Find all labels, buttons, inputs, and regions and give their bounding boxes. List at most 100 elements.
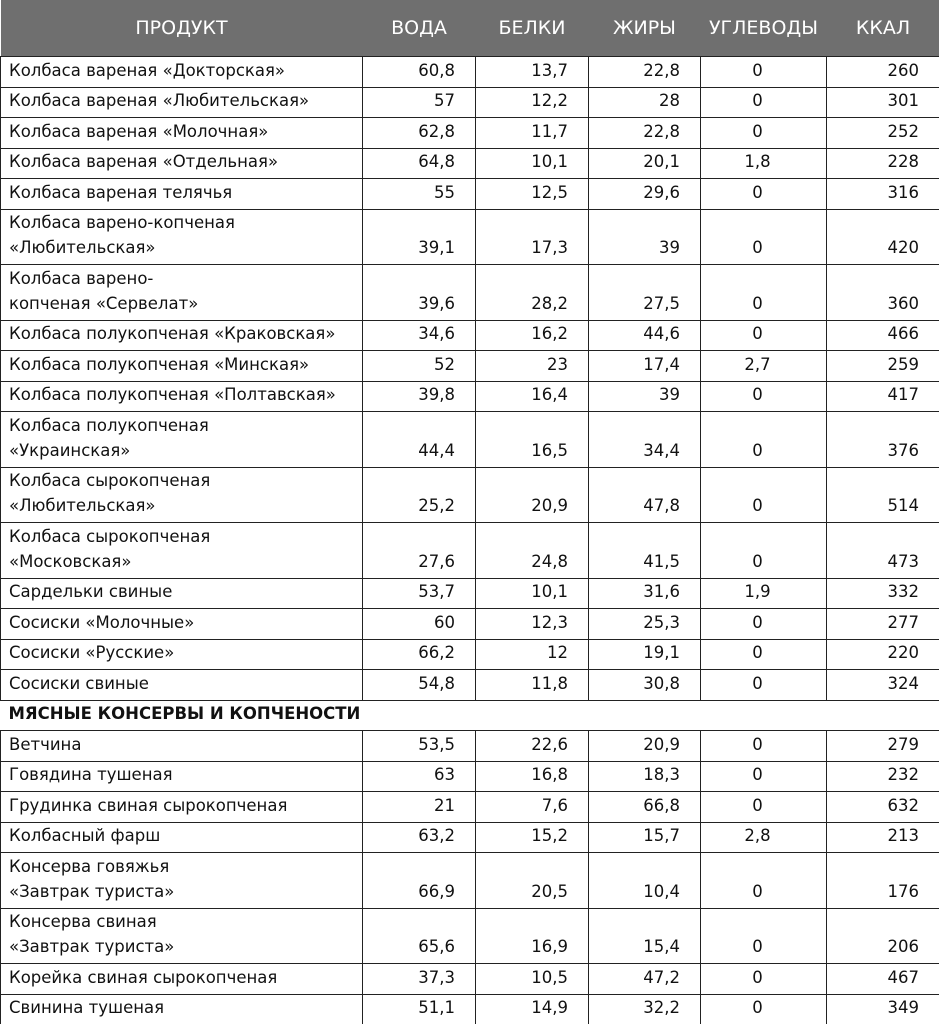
value-cell: 32,2 — [588, 993, 701, 1024]
product-name: Колбаса полукопченая «Украинская» — [0, 411, 363, 468]
product-name: Колбаса вареная «Любительская» — [0, 86, 363, 118]
table-row: Колбаса полукопченая «Украинская» 44,4 16,… — [0, 411, 939, 468]
value-cell: 0 — [700, 852, 827, 909]
value-cell: 14,9 — [475, 993, 589, 1024]
value-cell: 66,2 — [362, 638, 476, 670]
value-cell: 64,8 — [362, 147, 476, 179]
value-cell: 18,3 — [588, 760, 701, 792]
value-cell: 213 — [826, 821, 939, 853]
value-cell: 12 — [475, 638, 589, 670]
value-cell: 12,5 — [475, 178, 589, 210]
value-cell: 29,6 — [588, 178, 701, 210]
column-header: ПРОДУКТ — [0, 0, 363, 57]
value-cell: 16,8 — [475, 760, 589, 792]
table-row: Колбаса вареная «Молочная» 62,8 11,7 22,8 0 2… — [0, 117, 939, 149]
product-name: Колбаса вареная телячья — [0, 178, 363, 210]
value-cell: 2,7 — [700, 350, 827, 382]
product-name: Колбаса полукопченая «Краковская» — [0, 319, 363, 351]
value-cell: 25,2 — [362, 466, 476, 523]
value-cell: 11,8 — [475, 669, 589, 701]
column-header: БЕЛКИ — [475, 0, 589, 57]
product-name: Колбаса полукопченая «Минская» — [0, 350, 363, 382]
value-cell: 16,4 — [475, 380, 589, 412]
value-cell: 0 — [700, 411, 827, 468]
product-name: Колбасный фарш — [0, 821, 363, 853]
value-cell: 27,6 — [362, 522, 476, 579]
table-row: Консерва свиная «Завтрак туриста» 65,6 16,… — [0, 907, 939, 964]
value-cell: 60,8 — [362, 56, 476, 88]
value-cell: 53,7 — [362, 577, 476, 609]
value-cell: 20,5 — [475, 852, 589, 909]
table-row: Колбаса вареная телячья 55 12,5 29,6 0 316 — [0, 178, 939, 210]
value-cell: 62,8 — [362, 117, 476, 149]
table-row: Сардельки свиные 53,7 10,1 31,6 1,9 332 — [0, 577, 939, 609]
value-cell: 53,5 — [362, 730, 476, 762]
value-cell: 27,5 — [588, 264, 701, 321]
value-cell: 324 — [826, 669, 939, 701]
value-cell: 31,6 — [588, 577, 701, 609]
value-cell: 60 — [362, 608, 476, 640]
value-cell: 232 — [826, 760, 939, 792]
value-cell: 1,8 — [700, 147, 827, 179]
value-cell: 420 — [826, 208, 939, 265]
value-cell: 252 — [826, 117, 939, 149]
value-cell: 466 — [826, 319, 939, 351]
value-cell: 0 — [700, 264, 827, 321]
product-name: Колбаса полукопченая «Полтавская» — [0, 380, 363, 412]
value-cell: 39,1 — [362, 208, 476, 265]
value-cell: 467 — [826, 963, 939, 995]
value-cell: 514 — [826, 466, 939, 523]
value-cell: 41,5 — [588, 522, 701, 579]
value-cell: 57 — [362, 86, 476, 118]
value-cell: 16,5 — [475, 411, 589, 468]
value-cell: 39 — [588, 208, 701, 265]
table-row: Колбаса полукопченая «Полтавская» 39,8 16,… — [0, 380, 939, 412]
section-row: МЯСНЫЕ КОНСЕРВЫ И КОПЧЕНОСТИ — [0, 699, 939, 731]
value-cell: 632 — [826, 791, 939, 823]
value-cell: 63 — [362, 760, 476, 792]
value-cell: 11,7 — [475, 117, 589, 149]
value-cell: 316 — [826, 178, 939, 210]
value-cell: 39,8 — [362, 380, 476, 412]
value-cell: 51,1 — [362, 993, 476, 1024]
product-name: Ветчина — [0, 730, 363, 762]
value-cell: 10,4 — [588, 852, 701, 909]
value-cell: 15,7 — [588, 821, 701, 853]
value-cell: 34,6 — [362, 319, 476, 351]
table-row: Колбаса сырокопченая «Любительская» 25,2 2… — [0, 466, 939, 523]
product-name: Колбаса вареная «Отдельная» — [0, 147, 363, 179]
table-row: Колбаса вареная «Докторская» 60,8 13,7 22,8… — [0, 56, 939, 88]
value-cell: 0 — [700, 208, 827, 265]
value-cell: 37,3 — [362, 963, 476, 995]
product-name: Корейка свиная сырокопченая — [0, 963, 363, 995]
table-header: ПРОДУКТ ВОДА БЕЛКИ ЖИРЫ УГЛЕВОДЫ ККАЛ — [0, 0, 939, 57]
table-row: Колбаса полукопченая «Краковская» 34,6 16,… — [0, 319, 939, 351]
table-body: Колбаса вареная «Докторская» 60,8 13,7 22,8… — [0, 56, 939, 1024]
value-cell: 65,6 — [362, 907, 476, 964]
header-row: ПРОДУКТ ВОДА БЕЛКИ ЖИРЫ УГЛЕВОДЫ ККАЛ — [0, 0, 939, 57]
value-cell: 66,9 — [362, 852, 476, 909]
value-cell: 0 — [700, 638, 827, 670]
value-cell: 279 — [826, 730, 939, 762]
value-cell: 20,9 — [475, 466, 589, 523]
value-cell: 7,6 — [475, 791, 589, 823]
product-name: Колбаса вареная «Молочная» — [0, 117, 363, 149]
product-name: Колбаса варено-копченая «Любительская» — [0, 208, 363, 265]
table-row: Сосиски «Молочные» 60 12,3 25,3 0 277 — [0, 608, 939, 640]
value-cell: 22,6 — [475, 730, 589, 762]
column-header: УГЛЕВОДЫ — [700, 0, 827, 57]
value-cell: 23 — [475, 350, 589, 382]
value-cell: 13,7 — [475, 56, 589, 88]
value-cell: 301 — [826, 86, 939, 118]
value-cell: 47,2 — [588, 963, 701, 995]
value-cell: 22,8 — [588, 56, 701, 88]
value-cell: 228 — [826, 147, 939, 179]
column-header: ККАЛ — [826, 0, 939, 57]
value-cell: 0 — [700, 466, 827, 523]
table-row: Колбаса варено-копченая «Любительская» 39… — [0, 208, 939, 265]
value-cell: 44,6 — [588, 319, 701, 351]
value-cell: 15,4 — [588, 907, 701, 964]
value-cell: 176 — [826, 852, 939, 909]
